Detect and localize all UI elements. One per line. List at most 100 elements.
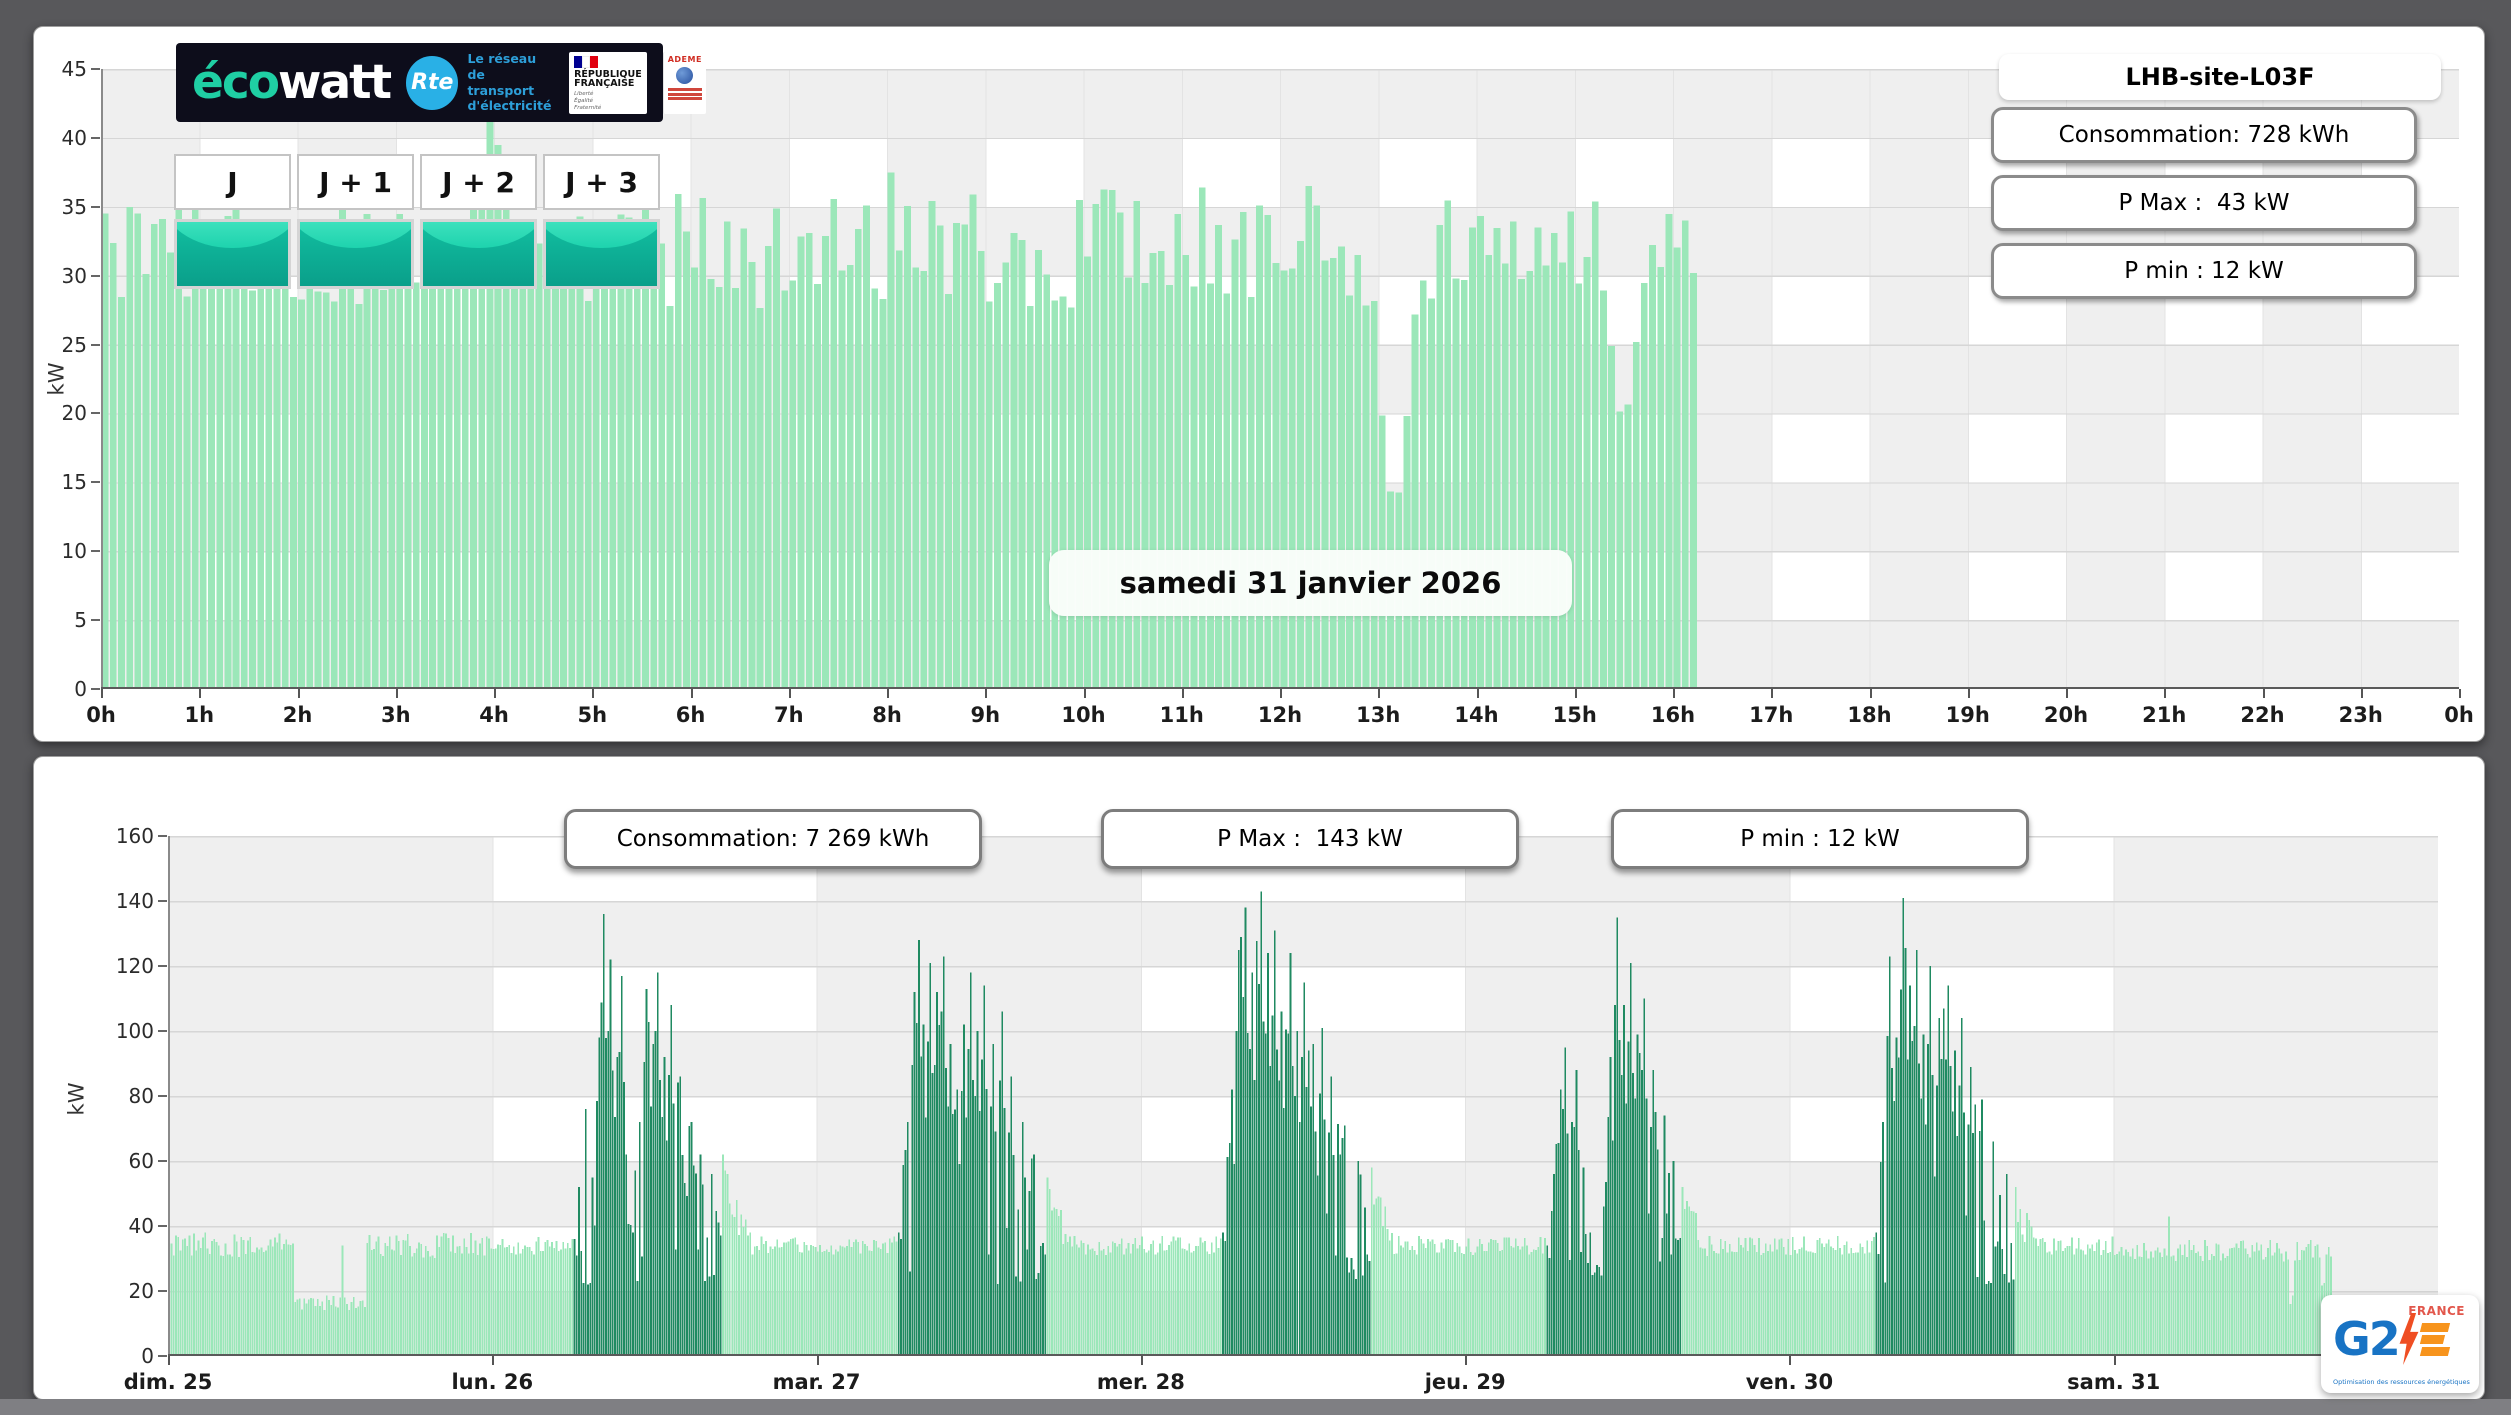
y-tick-mark xyxy=(158,1030,167,1032)
x-tick-mark xyxy=(1673,689,1675,698)
y-tick-mark xyxy=(158,1095,167,1097)
x-tick-mark xyxy=(199,689,201,698)
x-tick-label: 23h xyxy=(2339,703,2383,727)
x-tick-mark xyxy=(492,1356,494,1365)
y-tick-mark xyxy=(158,1290,167,1292)
rte-circle-icon: Rte xyxy=(406,56,458,110)
y-tick-label: 20 xyxy=(106,1279,154,1303)
x-tick-label: 15h xyxy=(1553,703,1597,727)
ademe-text-lines xyxy=(668,87,702,102)
x-tick-label: 14h xyxy=(1454,703,1498,727)
x-tick-mark xyxy=(1477,689,1479,698)
y-tick-label: 5 xyxy=(39,608,87,632)
x-tick-label: 8h xyxy=(872,703,902,727)
x-tick-label: 0h xyxy=(86,703,116,727)
x-tick-label: 22h xyxy=(2240,703,2284,727)
ecowatt-signal-green-icon-j1[interactable] xyxy=(297,219,414,289)
x-tick-mark xyxy=(1575,689,1577,698)
rte-logo: Rte Le réseau de transport d'électricité xyxy=(406,51,553,114)
french-flag-icon xyxy=(574,56,642,68)
g2e-logo: FRANCE G2 Optimisation des ressources én… xyxy=(2321,1295,2479,1393)
x-tick-label: 0h xyxy=(2444,703,2474,727)
x-tick-label: 11h xyxy=(1160,703,1204,727)
rf-motto: LibertéÉgalitéFraternité xyxy=(574,91,642,111)
x-tick-label: 16h xyxy=(1651,703,1695,727)
y-tick-label: 30 xyxy=(39,264,87,288)
week-consumption-badge: Consommation: 7 269 kWh xyxy=(564,809,982,869)
y-tick-label: 10 xyxy=(39,539,87,563)
x-tick-mark xyxy=(817,1356,819,1365)
forecast-button-j2[interactable]: J + 2 xyxy=(420,154,537,210)
x-tick-label: 7h xyxy=(774,703,804,727)
y-tick-mark xyxy=(158,965,167,967)
y-tick-mark xyxy=(91,412,100,414)
x-tick-mark xyxy=(298,689,300,698)
x-tick-mark xyxy=(1378,689,1380,698)
ecowatt-banner: écowatt Rte Le réseau de transport d'éle… xyxy=(176,43,663,122)
x-tick-mark xyxy=(2114,1356,2116,1365)
x-tick-label: 4h xyxy=(479,703,509,727)
x-tick-label: 10h xyxy=(1061,703,1105,727)
day-chart-y-unit: kW xyxy=(44,363,68,396)
x-tick-mark xyxy=(1465,1356,1467,1365)
x-tick-mark xyxy=(2459,689,2461,698)
x-tick-mark xyxy=(1182,689,1184,698)
x-tick-mark xyxy=(1280,689,1282,698)
x-tick-mark xyxy=(592,689,594,698)
y-tick-mark xyxy=(158,835,167,837)
forecast-button-j1[interactable]: J + 1 xyxy=(297,154,414,210)
x-tick-mark xyxy=(887,689,889,698)
x-tick-mark xyxy=(985,689,987,698)
x-tick-label: 13h xyxy=(1356,703,1400,727)
ecowatt-signal-green-icon-j3[interactable] xyxy=(543,219,660,289)
x-tick-label: lun. 26 xyxy=(451,1370,533,1394)
x-tick-label: 2h xyxy=(283,703,313,727)
forecast-button-j3[interactable]: J + 3 xyxy=(543,154,660,210)
y-tick-label: 0 xyxy=(39,677,87,701)
forecast-button-j[interactable]: J xyxy=(174,154,291,210)
y-tick-label: 100 xyxy=(106,1019,154,1043)
y-tick-mark xyxy=(91,688,100,690)
y-tick-label: 80 xyxy=(106,1084,154,1108)
x-tick-label: mer. 28 xyxy=(1097,1370,1185,1394)
y-tick-label: 35 xyxy=(39,195,87,219)
x-tick-label: dim. 25 xyxy=(124,1370,213,1394)
g2e-g2-text: G2 xyxy=(2333,1316,2399,1362)
y-tick-label: 25 xyxy=(39,333,87,357)
x-tick-mark xyxy=(494,689,496,698)
day-pmin-badge: P min : 12 kW xyxy=(1991,243,2417,299)
y-tick-mark xyxy=(91,206,100,208)
week-chart-panel: 020406080100120140160 dim. 25lun. 26mar.… xyxy=(33,756,2485,1400)
y-tick-label: 140 xyxy=(106,889,154,913)
x-tick-mark xyxy=(168,1356,170,1365)
x-tick-mark xyxy=(1789,1356,1791,1365)
x-tick-label: 20h xyxy=(2044,703,2088,727)
day-pmax-badge: P Max : 43 kW xyxy=(1991,175,2417,231)
y-tick-label: 120 xyxy=(106,954,154,978)
ademe-logo: ADEME xyxy=(663,52,706,114)
day-consumption-badge: Consommation: 728 kWh xyxy=(1991,107,2417,163)
x-tick-label: sam. 31 xyxy=(2067,1370,2160,1394)
y-tick-label: 0 xyxy=(106,1344,154,1368)
x-tick-label: 21h xyxy=(2142,703,2186,727)
y-tick-mark xyxy=(158,1355,167,1357)
site-name-label: LHB-site-L03F xyxy=(1999,54,2441,100)
ademe-globe-icon xyxy=(676,67,693,84)
ecowatt-signal-green-icon-j2[interactable] xyxy=(420,219,537,289)
x-tick-mark xyxy=(1771,689,1773,698)
app-window: 051015202530354045 0h1h2h3h4h5h6h7h8h9h1… xyxy=(0,0,2511,1415)
y-tick-mark xyxy=(91,550,100,552)
week-pmin-badge: P min : 12 kW xyxy=(1611,809,2029,869)
g2e-tagline: Optimisation des ressources énergétiques xyxy=(2333,1378,2470,1386)
y-tick-mark xyxy=(158,900,167,902)
y-tick-label: 45 xyxy=(39,57,87,81)
x-tick-mark xyxy=(2164,689,2166,698)
y-tick-mark xyxy=(158,1225,167,1227)
y-tick-mark xyxy=(91,344,100,346)
day-chart-date-label: samedi 31 janvier 2026 xyxy=(1049,550,1572,616)
day-chart-panel: 051015202530354045 0h1h2h3h4h5h6h7h8h9h1… xyxy=(33,26,2485,742)
x-tick-mark xyxy=(101,689,103,698)
y-tick-mark xyxy=(91,275,100,277)
ecowatt-signal-green-icon-j[interactable] xyxy=(174,219,291,289)
lightning-bolt-icon xyxy=(2397,1313,2421,1365)
